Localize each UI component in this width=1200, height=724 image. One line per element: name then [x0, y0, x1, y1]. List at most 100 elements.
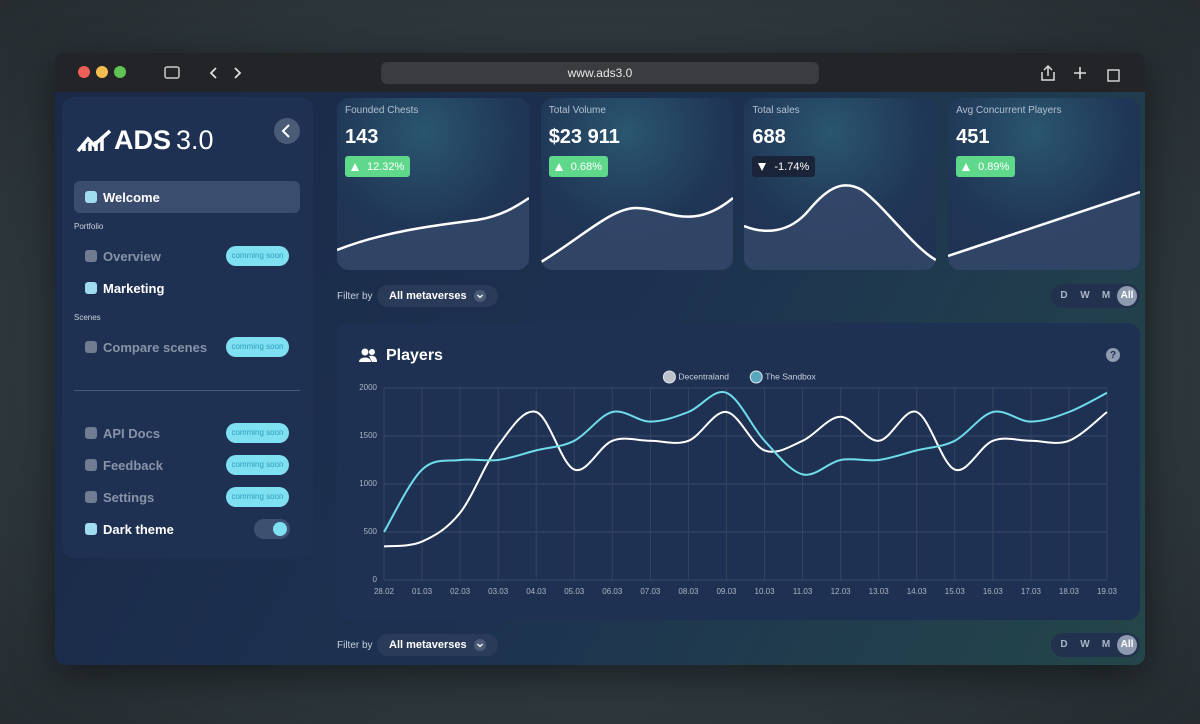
kpi-title: Total Volume — [548, 105, 606, 116]
share-icon[interactable] — [1041, 64, 1055, 81]
nav-item[interactable]: Feedback comming soon — [74, 449, 300, 481]
nav-label: Overview — [103, 249, 161, 264]
collapse-button[interactable] — [274, 118, 300, 144]
x-tick-label: 14.03 — [907, 587, 928, 596]
series-line — [383, 391, 1108, 533]
metaverse-select[interactable]: All metaverses — [377, 285, 498, 307]
kpi-change: 0.68% — [548, 156, 608, 177]
kpi-title: Founded Chests — [345, 105, 419, 116]
sidebar: ADS 3.0 Welcome Portfolio Overview comming so… — [62, 97, 313, 558]
coming-soon-badge: comming soon — [226, 246, 289, 266]
logo: ADS 3.0 — [76, 125, 214, 156]
players-chart: Players ? Decentraland The Sandbox 0 500 1000 1… — [359, 347, 1120, 596]
period-button[interactable]: W — [1080, 639, 1090, 650]
kpi-value: $23 911 — [548, 126, 620, 148]
dropdown-icon — [474, 639, 486, 651]
legend-dot — [662, 370, 676, 384]
nav-icon — [85, 523, 97, 535]
sparkline-line — [540, 197, 733, 264]
dropdown-icon — [474, 290, 486, 302]
trend-arrow — [554, 162, 563, 171]
trend-arrow — [758, 162, 767, 171]
sparkline — [540, 197, 733, 270]
series-line — [383, 410, 1108, 548]
nav-item[interactable]: Marketing — [74, 272, 300, 304]
coming-soon-badge: comming soon — [226, 487, 289, 507]
period-button[interactable]: M — [1101, 639, 1111, 650]
legend-label: The Sandbox — [765, 371, 816, 381]
metaverse-select[interactable]: All metaverses — [377, 634, 498, 656]
nav-item[interactable]: Settings comming soon — [74, 481, 300, 513]
y-tick-label: 500 — [364, 527, 378, 536]
period-button[interactable]: D — [1060, 290, 1068, 301]
nav-item[interactable]: API Docs comming soon — [74, 417, 300, 449]
minimize-button[interactable] — [96, 66, 108, 78]
nav-item[interactable]: Compare scenes comming soon — [74, 331, 300, 363]
x-tick-label: 06.03 — [602, 587, 623, 596]
x-tick-label: 19.03 — [1097, 587, 1118, 596]
section-title: Portfolio — [74, 222, 104, 231]
dropdown-chevron — [477, 643, 483, 648]
trend-arrow-shape — [351, 162, 359, 171]
x-tick-label: 13.03 — [869, 587, 890, 596]
logo-bars — [76, 129, 112, 152]
select-value: All metaverses — [389, 639, 467, 651]
trend-arrow — [962, 162, 971, 171]
period-button[interactable]: D — [1060, 639, 1068, 650]
nav-item[interactable]: Overview comming soon — [74, 240, 300, 272]
kpi-value: 688 — [752, 126, 786, 148]
x-tick-label: 28.02 — [374, 587, 395, 596]
trend-arrow-shape — [962, 162, 971, 171]
period-button[interactable]: W — [1080, 290, 1090, 301]
maximize-button[interactable] — [114, 66, 126, 78]
chevron — [281, 124, 290, 138]
section-title: Scenes — [74, 313, 101, 322]
players-panel: Players? Decentraland The Sandbox 0 500 1000 1… — [337, 323, 1140, 620]
x-tick-label: 10.03 — [755, 587, 776, 596]
x-tick-label: 07.03 — [640, 587, 661, 596]
nav-icon-shape — [85, 250, 97, 262]
x-tick-label: 17.03 — [1021, 587, 1042, 596]
help-button[interactable] — [1106, 348, 1120, 362]
sparkline-area — [744, 185, 937, 270]
sparkline-area — [948, 192, 1141, 270]
back-icon[interactable] — [209, 67, 217, 79]
nav-icon-shape — [85, 282, 97, 294]
select-value: All metaverses — [389, 290, 467, 302]
new-tab-icon[interactable] — [1074, 67, 1086, 79]
icon-body — [369, 355, 377, 362]
x-tick-label: 04.03 — [526, 587, 547, 596]
nav-label: Compare scenes — [103, 340, 208, 355]
close-button[interactable] — [78, 66, 90, 78]
nav-label: API Docs — [103, 426, 161, 441]
nav-item[interactable]: Welcome — [74, 181, 300, 213]
icon-head — [369, 349, 375, 355]
url-bar[interactable]: www.ads3.0 — [381, 62, 819, 84]
url: www.ads3.0 — [567, 66, 633, 80]
tabs-icon[interactable] — [1107, 69, 1120, 82]
forward-icon[interactable] — [234, 67, 242, 79]
kpi-value: 143 — [345, 126, 379, 148]
kpi-change-text: 12.32% — [367, 160, 405, 173]
nav-icon — [85, 282, 97, 294]
period-button[interactable]: M — [1101, 290, 1111, 301]
kpi-change-text: 0.89% — [978, 160, 1010, 173]
divider — [74, 390, 300, 391]
x-tick-label: 11.03 — [793, 587, 813, 596]
period-switch: D W M All — [1051, 284, 1140, 308]
sidebar-icon[interactable] — [164, 66, 180, 79]
kpi-card: Total sales 688 -1.74% — [744, 98, 937, 270]
legend-dot — [749, 370, 763, 384]
period-button[interactable]: All — [1117, 286, 1137, 306]
sparkline-line — [744, 184, 937, 262]
y-tick-label: 2000 — [359, 383, 377, 392]
theme-toggle[interactable] — [254, 519, 290, 539]
filter-label: Filter by — [337, 291, 373, 302]
nav-label: Welcome — [103, 190, 160, 205]
logo-mark — [76, 129, 112, 152]
period-button[interactable]: All — [1117, 635, 1137, 655]
nav-icon-shape — [85, 523, 97, 535]
coming-soon-badge: comming soon — [226, 423, 289, 443]
nav-item[interactable]: Dark theme — [74, 513, 300, 545]
